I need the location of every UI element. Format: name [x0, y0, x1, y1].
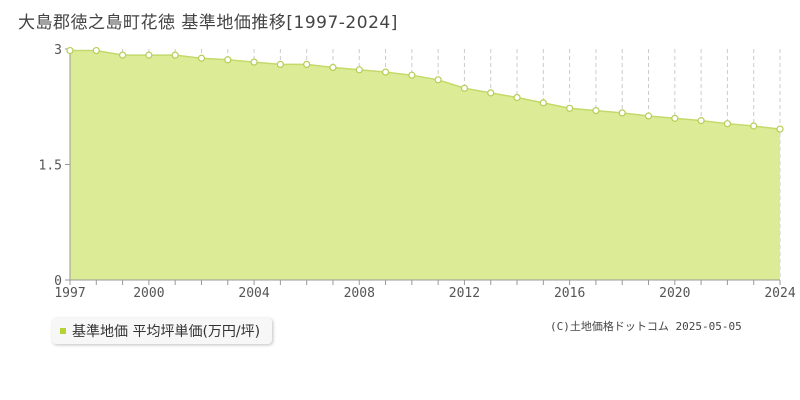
data-point	[276, 60, 284, 69]
axes	[65, 48, 781, 285]
data-point	[92, 46, 100, 55]
data-point	[750, 122, 758, 130]
data-point	[513, 93, 521, 102]
data-point	[303, 60, 311, 69]
data-point	[460, 84, 469, 92]
x-tick-label: 1997	[54, 286, 85, 301]
data-point	[776, 125, 784, 133]
data-point	[250, 58, 258, 66]
x-tick-label: 2012	[449, 286, 480, 301]
data-point	[723, 120, 732, 128]
x-tick-label: 2004	[238, 286, 269, 301]
data-point	[671, 114, 679, 122]
y-tick-label: 3	[54, 43, 62, 58]
data-point	[487, 89, 495, 97]
x-tick-label: 2024	[764, 286, 795, 301]
copyright-text: (C)土地価格ドットコム 2025-05-05	[550, 320, 742, 333]
data-point	[224, 56, 232, 64]
legend-label: 基準地価 平均坪単価(万円/坪)	[72, 324, 261, 340]
data-point	[381, 68, 390, 76]
chart-title: 大島郡徳之島町花徳 基準地価推移[1997-2024]	[18, 13, 398, 33]
data-point	[197, 54, 206, 62]
data-point	[592, 106, 600, 115]
data-point	[566, 104, 574, 112]
data-point	[539, 99, 547, 107]
data-point	[408, 71, 416, 79]
data-point	[697, 117, 705, 125]
data-points	[66, 46, 784, 133]
y-tick-label: 0	[54, 274, 62, 289]
x-tick-label: 2016	[554, 286, 585, 301]
data-point	[644, 112, 653, 120]
x-tick-label: 2000	[133, 286, 164, 301]
series-line	[70, 49, 781, 130]
x-tick-label: 2020	[659, 286, 690, 301]
legend-swatch	[60, 328, 66, 334]
data-point	[145, 51, 153, 59]
x-tick-label: 2008	[344, 286, 375, 301]
data-point	[618, 109, 626, 117]
data-point	[329, 63, 337, 72]
data-point	[434, 76, 442, 84]
y-tick-label: 1.5	[39, 159, 62, 174]
data-point	[355, 66, 363, 74]
data-point	[171, 51, 179, 59]
data-point	[66, 46, 74, 55]
data-point	[118, 51, 127, 59]
legend: 基準地価 平均坪単価(万円/坪)	[52, 318, 273, 344]
tick-labels: 0 1.5 3 1997 2000 2004 2008 2012 2016 2020 2024	[39, 43, 796, 301]
area-fill	[70, 50, 780, 280]
